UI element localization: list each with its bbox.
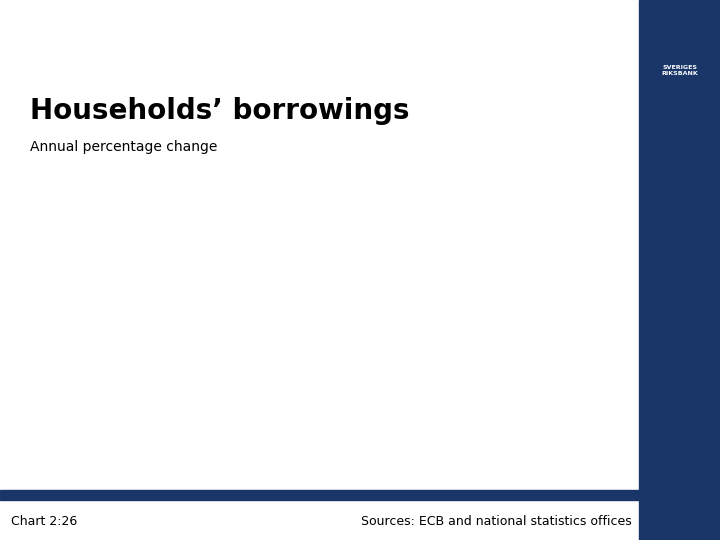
Bar bbox=[0, 490, 639, 500]
Text: SVERIGES
RIKSBANK: SVERIGES RIKSBANK bbox=[661, 65, 698, 76]
Text: Sources: ECB and national statistics offices: Sources: ECB and national statistics off… bbox=[361, 515, 632, 528]
Bar bbox=[639, 0, 720, 540]
Text: Chart 2:26: Chart 2:26 bbox=[11, 515, 77, 528]
Text: Households’ borrowings: Households’ borrowings bbox=[30, 97, 410, 125]
Text: Annual percentage change: Annual percentage change bbox=[30, 140, 217, 154]
